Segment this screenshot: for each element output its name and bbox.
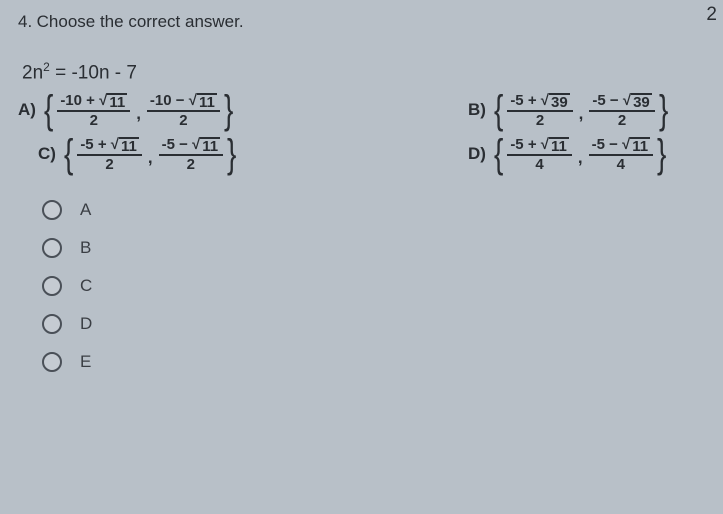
option-d-f2-den: 4: [614, 156, 628, 173]
option-b: B) { -5 + √39 2 , -5 − √39 2 }: [468, 90, 670, 130]
option-d-f1-den: 4: [532, 156, 546, 173]
option-d-f1-pre: -5 +: [510, 136, 540, 153]
option-d-frac1: -5 + √11 4: [507, 136, 572, 173]
comma: ,: [148, 148, 153, 174]
radio-d[interactable]: D: [42, 314, 705, 334]
radio-circle-icon[interactable]: [42, 276, 62, 296]
radio-e-label: E: [80, 352, 91, 372]
sqrt-icon: √: [541, 137, 549, 152]
equation-lhs-coef: 2n: [22, 62, 43, 83]
option-b-f1-pre: -5 +: [510, 92, 540, 109]
option-d-f2-rad: 11: [630, 137, 650, 154]
equation: 2n2 = -10n - 7: [22, 60, 705, 84]
sqrt-icon: √: [541, 93, 549, 108]
sqrt-icon: √: [192, 137, 200, 152]
radio-e[interactable]: E: [42, 352, 705, 372]
option-b-f2-rad: 39: [631, 93, 652, 110]
radio-circle-icon[interactable]: [42, 238, 62, 258]
option-c-f2-den: 2: [184, 156, 198, 173]
radio-b[interactable]: B: [42, 238, 705, 258]
comma: ,: [579, 104, 584, 130]
comma: ,: [136, 104, 141, 130]
radio-circle-icon[interactable]: [42, 352, 62, 372]
page: 4. Choose the correct answer. 2n2 = -10n…: [0, 0, 723, 402]
options-right-column: B) { -5 + √39 2 , -5 − √39 2 } D): [468, 90, 670, 178]
page-corner-number: 2: [706, 4, 717, 26]
brace-left-icon: {: [494, 90, 503, 130]
option-b-label: B): [468, 100, 486, 120]
option-c-frac2: -5 − √11 2: [159, 136, 224, 173]
option-a-f2-den: 2: [176, 112, 190, 129]
brace-left-icon: {: [44, 90, 53, 130]
option-a-frac2: -10 − √11 2: [147, 92, 220, 129]
sqrt-icon: √: [622, 137, 630, 152]
option-c-f1-pre: -5 +: [80, 136, 110, 153]
option-d-f1-rad: 11: [549, 137, 569, 154]
radio-d-label: D: [80, 314, 92, 334]
equation-rhs: = -10n - 7: [50, 62, 137, 83]
sqrt-icon: √: [189, 93, 197, 108]
option-d: D) { -5 + √11 4 , -5 − √11 4 }: [468, 134, 670, 174]
radio-circle-icon[interactable]: [42, 314, 62, 334]
brace-left-icon: {: [494, 134, 503, 174]
option-c-f1-den: 2: [102, 156, 116, 173]
options-left-column: A) { -10 + √11 2 , -10 − √11 2 } C): [18, 90, 348, 178]
sqrt-icon: √: [111, 137, 119, 152]
option-d-frac2: -5 − √11 4: [589, 136, 654, 173]
option-b-f1-den: 2: [533, 112, 547, 129]
options-grid: A) { -10 + √11 2 , -10 − √11 2 } C): [18, 90, 705, 178]
option-c-frac1: -5 + √11 2: [77, 136, 142, 173]
question-number: 4.: [18, 12, 32, 31]
comma: ,: [578, 148, 583, 174]
brace-left-icon: {: [64, 134, 73, 174]
option-a-f2-rad: 11: [197, 93, 217, 110]
option-b-f1-rad: 39: [549, 93, 570, 110]
brace-right-icon: }: [657, 134, 666, 174]
radio-circle-icon[interactable]: [42, 200, 62, 220]
option-a-f1-pre: -10 +: [60, 92, 99, 109]
equation-exponent: 2: [43, 60, 50, 74]
option-b-f2-pre: -5 −: [592, 92, 622, 109]
option-a-label: A): [18, 100, 36, 120]
question-line: 4. Choose the correct answer.: [18, 12, 705, 32]
question-text: Choose the correct answer.: [37, 12, 244, 31]
radio-c-label: C: [80, 276, 92, 296]
option-c: C) { -5 + √11 2 , -5 − √11 2 }: [38, 134, 348, 174]
radio-c[interactable]: C: [42, 276, 705, 296]
answer-radios: A B C D E: [42, 200, 705, 372]
option-a-frac1: -10 + √11 2: [57, 92, 130, 129]
option-b-f2-den: 2: [615, 112, 629, 129]
option-b-frac2: -5 − √39 2: [589, 92, 654, 129]
option-a-f2-pre: -10 −: [150, 92, 189, 109]
sqrt-icon: √: [623, 93, 631, 108]
option-c-f2-rad: 11: [200, 137, 220, 154]
option-c-f1-rad: 11: [119, 137, 139, 154]
option-a: A) { -10 + √11 2 , -10 − √11 2 }: [18, 90, 348, 130]
option-a-f1-den: 2: [87, 112, 101, 129]
option-d-f2-pre: -5 −: [592, 136, 622, 153]
option-c-f2-pre: -5 −: [162, 136, 192, 153]
radio-b-label: B: [80, 238, 91, 258]
radio-a[interactable]: A: [42, 200, 705, 220]
brace-right-icon: }: [227, 134, 236, 174]
radio-a-label: A: [80, 200, 91, 220]
option-d-label: D): [468, 144, 486, 164]
brace-right-icon: }: [224, 90, 233, 130]
option-c-label: C): [38, 144, 56, 164]
brace-right-icon: }: [659, 90, 668, 130]
sqrt-icon: √: [99, 93, 107, 108]
option-a-f1-rad: 11: [107, 93, 127, 110]
option-b-frac1: -5 + √39 2: [507, 92, 572, 129]
